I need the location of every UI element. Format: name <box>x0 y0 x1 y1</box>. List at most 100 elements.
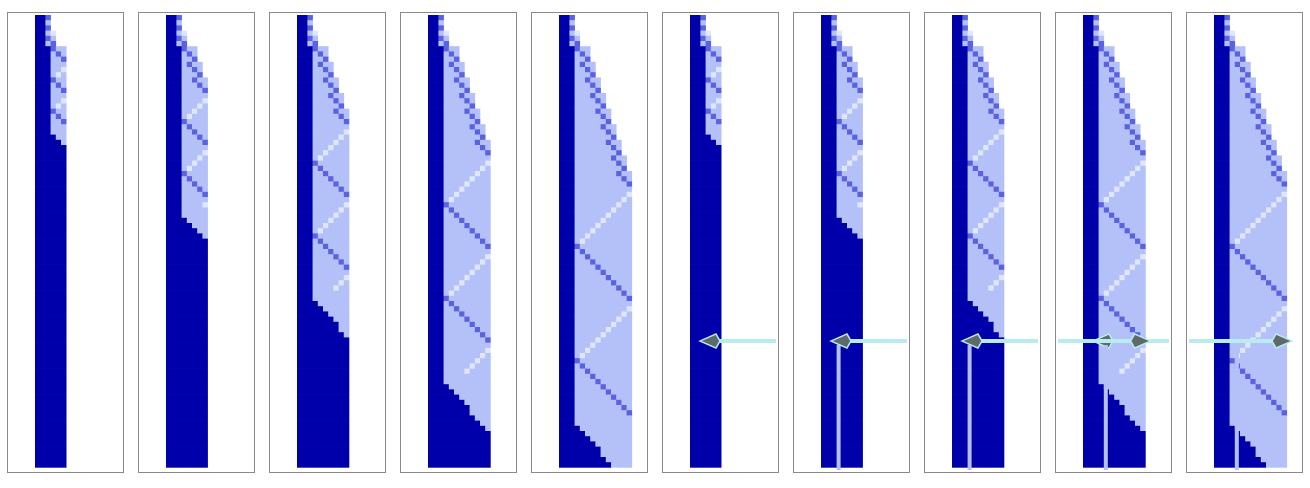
automaton-cell <box>1229 207 1267 213</box>
automaton-cell <box>480 165 486 172</box>
automaton-cell <box>972 238 979 245</box>
automaton-cell <box>1214 41 1225 47</box>
automaton-cell <box>1271 321 1288 328</box>
automaton-cell <box>480 264 491 271</box>
automaton-cell <box>821 431 863 437</box>
automaton-cell <box>454 197 491 203</box>
automaton-cell <box>181 72 198 78</box>
automaton-cell <box>574 212 607 219</box>
automaton-cell <box>35 103 51 109</box>
automaton-cell <box>1119 311 1146 317</box>
automaton-cell <box>710 51 717 57</box>
automaton-cell <box>166 264 208 271</box>
automaton-cell <box>443 160 486 167</box>
automaton-cell <box>35 124 51 130</box>
automaton-cell <box>821 212 837 219</box>
automaton-cell <box>952 181 968 187</box>
automaton-cell <box>574 399 617 406</box>
automaton-cell <box>605 457 633 463</box>
automaton-cell <box>690 46 706 52</box>
automaton-cell <box>297 425 350 432</box>
automaton-cell <box>1214 87 1230 94</box>
automaton-cell <box>35 446 67 453</box>
automaton-cell <box>50 93 67 99</box>
automaton-cell <box>988 139 994 146</box>
automaton-cell <box>559 306 575 312</box>
automaton-cell <box>983 176 989 182</box>
automaton-cell <box>952 171 968 177</box>
automaton-cell <box>574 347 586 354</box>
automaton-cell <box>1083 82 1099 89</box>
automaton-cell <box>297 295 313 302</box>
automaton-cell <box>166 347 208 354</box>
automaton-cell <box>1083 342 1099 349</box>
automaton-cell <box>1229 87 1251 94</box>
automaton-cell <box>428 389 455 395</box>
automaton-cell <box>574 327 607 333</box>
automaton-cell <box>952 431 1005 437</box>
automaton-cell <box>821 285 863 291</box>
automaton-cell <box>852 72 858 78</box>
automaton-cell <box>428 25 439 31</box>
automaton-cell <box>474 124 486 130</box>
automaton-cell <box>312 46 319 52</box>
automaton-cell <box>559 420 575 427</box>
automaton-cell <box>852 67 858 73</box>
automaton-cell <box>821 165 837 172</box>
automaton-cell <box>574 82 591 89</box>
automaton-cell <box>438 25 444 31</box>
automaton-cell <box>574 186 633 193</box>
automaton-cell <box>621 399 633 406</box>
automaton-cell <box>972 160 1005 167</box>
automaton-cell <box>952 306 979 312</box>
automaton-cell <box>821 358 863 364</box>
automaton-cell <box>312 171 324 177</box>
automaton-cell <box>297 389 350 395</box>
automaton-cell <box>559 119 575 125</box>
automaton-cell <box>480 129 486 135</box>
automaton-cell <box>1098 119 1131 125</box>
automaton-cell <box>836 103 853 109</box>
automaton-cell <box>333 249 350 255</box>
automaton-cell <box>45 15 51 21</box>
automaton-cell <box>559 379 575 385</box>
automaton-cell <box>559 290 575 297</box>
automaton-cell <box>559 275 575 281</box>
automaton-cell <box>181 119 188 125</box>
automaton-cell <box>438 20 444 26</box>
automaton-cell <box>443 316 465 323</box>
automaton-cell <box>297 405 350 411</box>
automaton-cell <box>690 134 712 141</box>
automaton-cell <box>312 223 324 229</box>
panel-9 <box>1055 12 1172 473</box>
automaton-cell <box>186 119 208 125</box>
automaton-cell <box>690 363 722 369</box>
automaton-cell <box>1271 202 1277 208</box>
automaton-cell <box>192 129 198 135</box>
automaton-cell <box>1124 124 1131 130</box>
automaton-cell <box>952 20 963 26</box>
automaton-cell <box>836 181 848 187</box>
automaton-cell <box>166 207 182 213</box>
automaton-cell <box>1266 394 1272 401</box>
panel-2 <box>138 12 255 473</box>
automaton-cell <box>297 171 313 177</box>
automaton-cell <box>962 25 968 31</box>
automaton-cell <box>1214 389 1230 395</box>
automaton-cell <box>297 368 350 375</box>
automaton-cell <box>166 275 208 281</box>
automaton-cell <box>559 389 575 395</box>
automaton-cell <box>312 134 339 141</box>
automaton-cell <box>181 171 188 177</box>
automaton-cell <box>35 15 46 21</box>
automaton-cell <box>297 129 313 135</box>
automaton-cell <box>574 150 617 156</box>
automaton-cell <box>1229 171 1272 177</box>
automaton-cell <box>595 264 601 271</box>
automaton-cell <box>1214 394 1230 401</box>
automaton-cell <box>428 139 444 146</box>
automaton-cell <box>595 337 601 343</box>
automaton-cell <box>1281 176 1288 182</box>
automaton-cell <box>181 191 203 198</box>
automaton-cell <box>967 77 979 83</box>
